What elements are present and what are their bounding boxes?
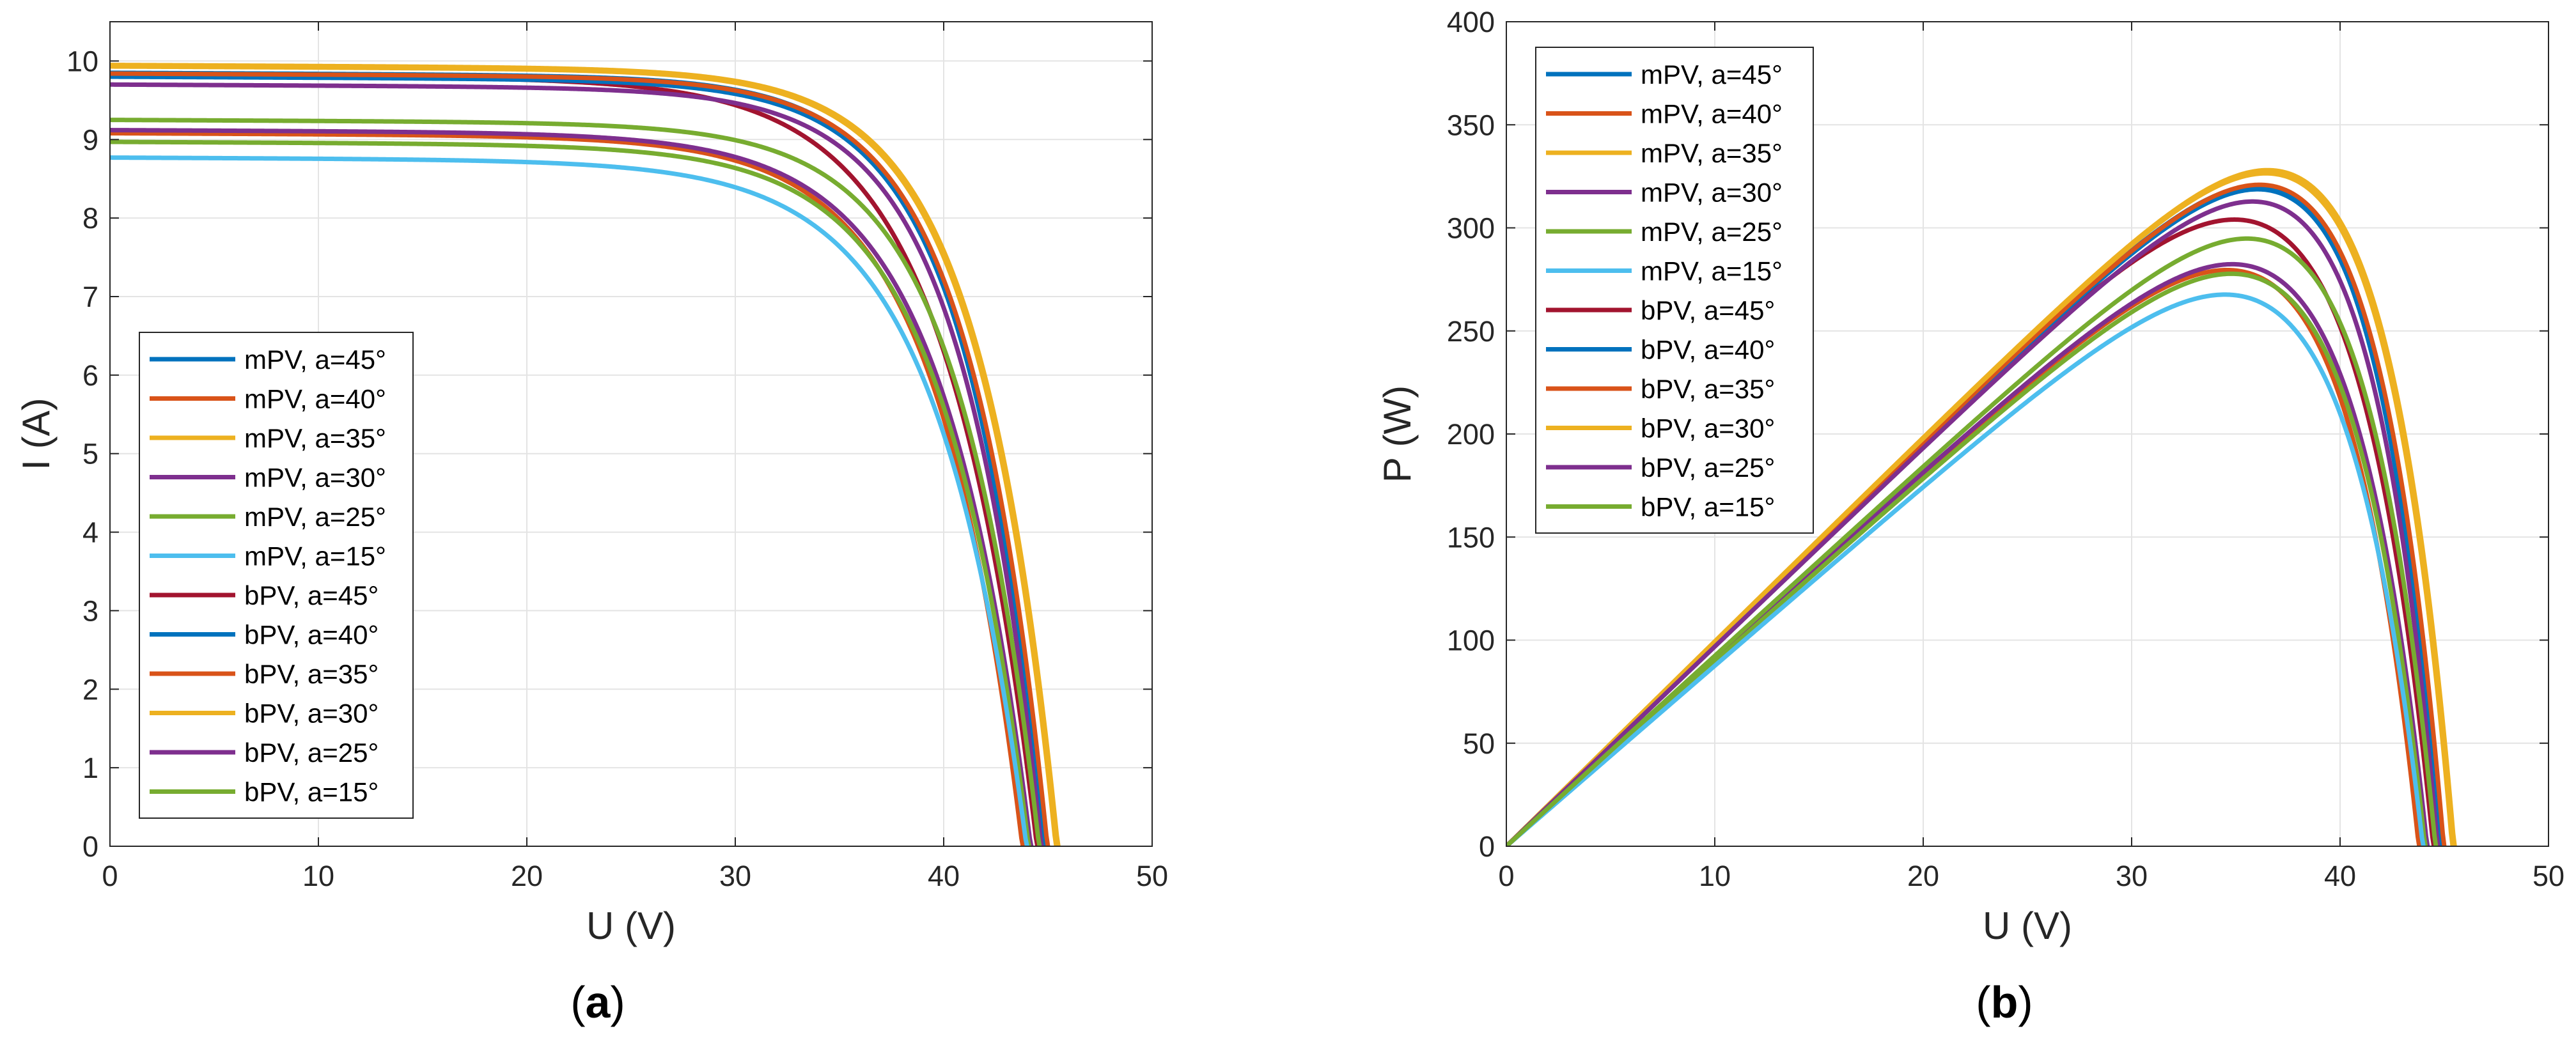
y-tick-label: 150 [1447, 521, 1495, 554]
legend-label: bPV, a=45° [1641, 295, 1775, 325]
y-tick-label: 5 [82, 438, 98, 470]
x-tick-label: 0 [1498, 860, 1514, 892]
series-line-5 [110, 139, 1032, 846]
chart-panel-b: 0 10 20 30 40 50 0 50 100 150 200 250 300 350 400 U (V)… [1376, 6, 2564, 1027]
y-tick-label: 400 [1447, 6, 1495, 38]
y-tick-label: 6 [82, 359, 98, 392]
series-line-12 [1506, 236, 2439, 846]
legend-label: mPV, a=35° [244, 423, 386, 453]
x-tick-label: 20 [511, 860, 543, 892]
legend-label: mPV, a=40° [1641, 99, 1783, 129]
legend-label: mPV, a=15° [1641, 256, 1783, 286]
y-tick-label: 7 [82, 281, 98, 313]
legend-label: bPV, a=25° [244, 738, 379, 768]
y-tick-label: 300 [1447, 212, 1495, 245]
legend-label: bPV, a=30° [1641, 414, 1775, 444]
x-tick-label: 40 [2324, 860, 2356, 892]
legend-label: mPV, a=25° [1641, 217, 1783, 247]
x-tick-label: 50 [2533, 860, 2564, 892]
series-line-10 [110, 64, 1059, 846]
legend-label: mPV, a=25° [244, 502, 386, 532]
y-tick-label: 1 [82, 752, 98, 784]
series-group [110, 63, 1061, 846]
legend-label: bPV, a=45° [244, 580, 379, 610]
legend: mPV, a=45° mPV, a=40° mPV, a=35° mPV, a=30°… [1535, 47, 1814, 534]
legend-label: mPV, a=40° [244, 384, 386, 414]
x-axis-label: U (V) [1983, 904, 2072, 947]
x-tick-label: 0 [102, 860, 118, 892]
y-tick-label: 3 [82, 594, 98, 627]
y-tick-label: 2 [82, 673, 98, 706]
series-line-9 [110, 71, 1050, 846]
x-tick-label: 10 [1699, 860, 1731, 892]
legend-box [139, 332, 414, 819]
legend-label: bPV, a=25° [1641, 453, 1775, 483]
y-tick-label: 100 [1447, 624, 1495, 657]
series-line-8 [110, 74, 1049, 846]
x-tick-label: 30 [2116, 860, 2148, 892]
y-tick-label: 4 [82, 516, 98, 549]
legend-label: mPV, a=45° [1641, 59, 1783, 89]
series-line-11 [1506, 199, 2440, 846]
y-tick-label: 350 [1447, 109, 1495, 141]
y-tick-label: 9 [82, 123, 98, 156]
legend-label: bPV, a=35° [244, 659, 379, 689]
x-tick-label: 20 [1907, 860, 1939, 892]
legend: mPV, a=45° mPV, a=40° mPV, a=35° mPV, a=30°… [139, 332, 414, 819]
x-tick-label: 10 [302, 860, 334, 892]
chart-panel-a: 0 10 20 30 40 50 0 1 2 3 4 5 6 7 8 9 10 U (V) I (A) mPV, a=… [15, 21, 1168, 1027]
y-tick-label: 50 [1463, 727, 1495, 760]
legend-label: bPV, a=40° [244, 620, 379, 650]
legend-label: mPV, a=35° [1641, 138, 1783, 168]
legend-label: bPV, a=30° [244, 699, 379, 729]
x-axis-label: U (V) [586, 904, 676, 947]
panel-label: (b) [1976, 977, 2033, 1027]
y-tick-label: 10 [66, 45, 98, 77]
axes-box [109, 21, 1153, 847]
series-line-10 [1506, 171, 2455, 846]
legend-label: mPV, a=45° [244, 345, 386, 375]
series-group [1506, 167, 2457, 846]
panel-label: (a) [570, 977, 625, 1027]
y-tick-label: 200 [1447, 418, 1495, 451]
y-tick-label: 0 [82, 830, 98, 863]
y-tick-label: 250 [1447, 315, 1495, 348]
series-line-6 [1506, 292, 2426, 846]
series-line-4 [110, 128, 1034, 846]
y-tick-label: 8 [82, 202, 98, 235]
series-line-6 [110, 155, 1029, 846]
series-line-5 [1506, 271, 2428, 846]
legend-label: bPV, a=15° [244, 777, 379, 807]
series-line-11 [110, 82, 1044, 846]
legend-box [1535, 47, 1814, 534]
legend-label: mPV, a=30° [1641, 178, 1783, 208]
legend-label: mPV, a=30° [244, 463, 386, 493]
legend-label: bPV, a=40° [1641, 335, 1775, 365]
legend-label: bPV, a=15° [1641, 492, 1775, 522]
x-tick-label: 50 [1136, 860, 1168, 892]
series-line-12 [110, 118, 1042, 846]
legend-label: mPV, a=15° [244, 541, 386, 571]
x-tick-label: 30 [719, 860, 751, 892]
y-tick-label: 0 [1479, 830, 1495, 863]
x-tick-label: 40 [928, 860, 960, 892]
y-axis-label: P (W) [1376, 385, 1419, 483]
y-axis-label: I (A) [15, 398, 58, 470]
legend-label: bPV, a=35° [1641, 374, 1775, 404]
